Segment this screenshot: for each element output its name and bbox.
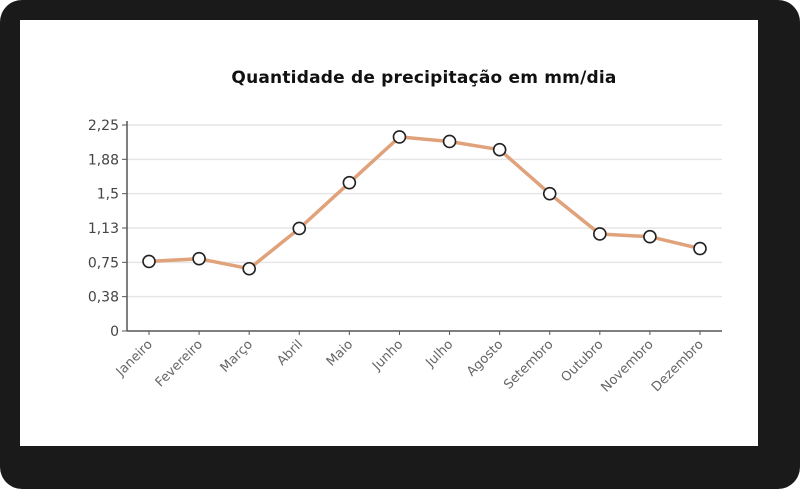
data-point bbox=[542, 186, 557, 201]
y-tick-label: 0,38 bbox=[88, 290, 119, 306]
x-tick-label: Novembro bbox=[599, 337, 657, 395]
chart-title: Quantidade de precipitação em mm/dia bbox=[231, 68, 617, 88]
x-tick-label: Setembro bbox=[501, 337, 556, 392]
data-point bbox=[593, 227, 607, 241]
series-line bbox=[148, 135, 701, 271]
x-tick-label: Maio bbox=[324, 337, 356, 369]
x-tick-label: Junho bbox=[369, 337, 406, 374]
data-point bbox=[392, 130, 407, 144]
x-tick-label: Abril bbox=[274, 337, 306, 369]
x-tick-label: Fevereiro bbox=[153, 337, 206, 390]
data-point bbox=[142, 254, 156, 269]
grid-lines bbox=[127, 124, 722, 298]
axes bbox=[122, 121, 722, 335]
data-point bbox=[292, 221, 307, 236]
y-tick-label: 1,5 bbox=[97, 187, 119, 203]
y-axis-tick-labels: 0 0,38 0,75 1,13 1,5 1,88 2,25 bbox=[88, 118, 119, 340]
data-point bbox=[242, 261, 256, 276]
series-line-path bbox=[148, 135, 701, 271]
x-tick-label: Dezembro bbox=[649, 337, 707, 395]
x-tick-label: Março bbox=[218, 337, 256, 375]
x-tick-label: Janeiro bbox=[113, 337, 156, 380]
y-tick-label: 1,88 bbox=[88, 152, 119, 168]
y-tick-label: 0,75 bbox=[88, 255, 119, 271]
x-tick-label: Julho bbox=[423, 337, 457, 371]
data-points bbox=[142, 130, 707, 276]
chart-panel bbox=[20, 20, 758, 446]
data-point bbox=[342, 175, 357, 190]
x-tick-label: Agosto bbox=[464, 337, 506, 379]
y-tick-label: 2,25 bbox=[88, 118, 119, 134]
data-point bbox=[693, 241, 707, 256]
data-point bbox=[442, 134, 457, 149]
x-tick-label: Outubro bbox=[559, 337, 607, 385]
y-tick-label: 0 bbox=[110, 324, 119, 340]
y-tick-label: 1,13 bbox=[88, 221, 119, 237]
data-point bbox=[643, 229, 657, 244]
data-point bbox=[192, 251, 206, 266]
data-point bbox=[492, 142, 507, 157]
